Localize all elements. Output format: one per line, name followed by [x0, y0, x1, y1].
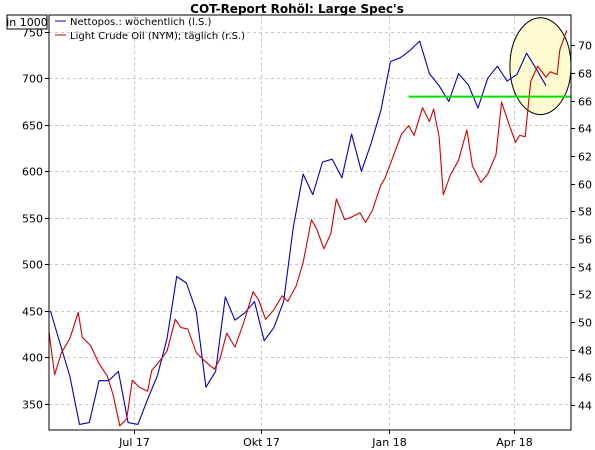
- right-tick-label: 68: [578, 68, 592, 81]
- right-tick-label: 44: [578, 400, 592, 413]
- right-tick-label: 50: [578, 317, 592, 330]
- left-tick-label: 450: [22, 306, 43, 319]
- right-tick-label: 48: [578, 345, 592, 358]
- left-tick-label: 700: [22, 73, 43, 86]
- right-tick-label: 46: [578, 372, 592, 385]
- chart-title: COT-Report Rohöl: Large Spec's: [190, 2, 404, 16]
- plot-frame: [48, 14, 572, 431]
- x-tick-label: Apr 18: [496, 436, 533, 449]
- legend: Nettopos.: wöchentlich (l.S.) Light Crud…: [55, 17, 245, 42]
- left-tick-label: 400: [22, 352, 43, 365]
- unit-label: in 1000: [6, 16, 48, 29]
- x-tick-label: Jan 18: [371, 436, 406, 449]
- x-tick-label: Jul 17: [118, 436, 150, 449]
- left-tick-label: 750: [22, 27, 43, 40]
- axes-layer: Jul 17 Okt 17 Jan 18 Apr 18 350 400 450 500 550 6…: [22, 27, 592, 450]
- highlight-ellipse: [509, 17, 572, 116]
- right-tick-label: 66: [578, 96, 592, 109]
- right-tick-label: 56: [578, 234, 592, 247]
- left-tick-label: 500: [22, 259, 43, 272]
- series-line-weekly: [49, 40, 547, 425]
- right-tick-label: 52: [578, 289, 592, 302]
- right-tick-label: 58: [578, 206, 592, 219]
- right-tick-label: 60: [578, 179, 592, 192]
- right-tick-label: 62: [578, 151, 592, 164]
- x-tick-label: Okt 17: [243, 436, 280, 449]
- legend-label-crude: Light Crude Oil (NYM); täglich (r.S.): [70, 31, 245, 42]
- left-tick-label: 650: [22, 120, 43, 133]
- right-tick-label: 54: [578, 262, 592, 275]
- left-tick-label: 350: [22, 399, 43, 412]
- highlight-layer: [509, 17, 572, 116]
- legend-label-weekly: Nettopos.: wöchentlich (l.S.): [70, 17, 211, 28]
- unit-label-box: in 1000: [6, 14, 48, 30]
- series-line-crude: [48, 30, 568, 427]
- left-tick-label: 550: [22, 213, 43, 226]
- right-tick-label: 70: [578, 40, 592, 53]
- grid-lines: [49, 15, 571, 430]
- series-layer: [48, 30, 568, 427]
- right-tick-label: 64: [578, 123, 592, 136]
- left-tick-label: 600: [22, 166, 43, 179]
